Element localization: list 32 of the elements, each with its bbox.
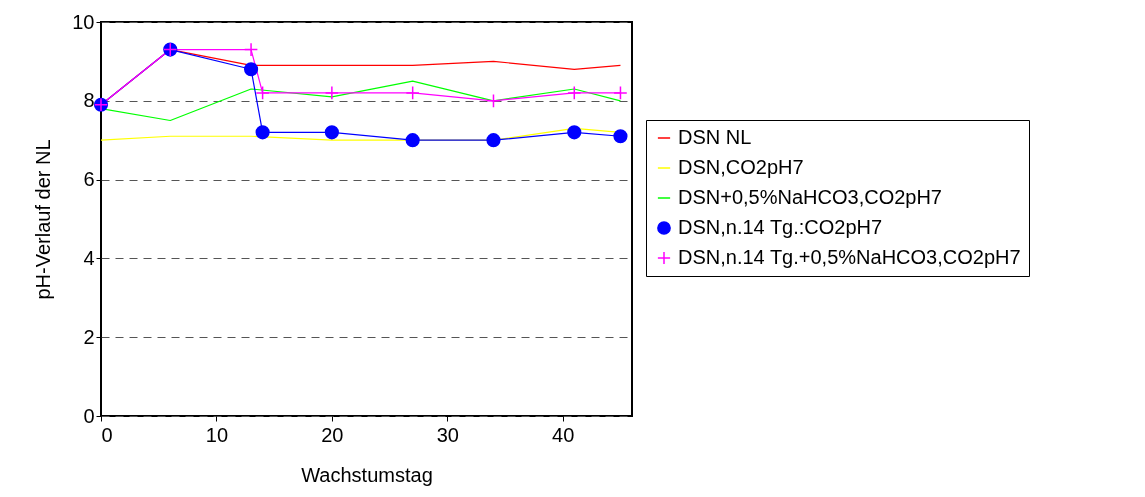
x-tick-label: 10 [205, 423, 229, 446]
y-tick-label: 0 [83, 404, 95, 427]
x-tick-label: 20 [321, 423, 344, 446]
y-axis-title: pH-Verlauf der NL [32, 139, 55, 300]
x-tick-label: 0 [101, 423, 113, 446]
point [567, 125, 582, 140]
point [255, 85, 270, 100]
y-tick-label: 2 [83, 325, 95, 348]
point [613, 129, 628, 144]
legend-label: DSN+0,5%NaHCO3,CO2pH7 [678, 186, 942, 208]
y-tick-label: 6 [83, 168, 95, 191]
point [613, 85, 628, 100]
legend-label: DSN,n.14 Tg.:CO2pH7 [678, 216, 883, 238]
legend-label: DSN,CO2pH7 [678, 156, 804, 178]
point [255, 125, 270, 140]
point [324, 125, 339, 140]
point [324, 85, 339, 100]
legend-label: DSN NL [678, 126, 752, 148]
point [405, 85, 420, 100]
y-tick-label: 4 [83, 246, 95, 269]
x-axis-title: Wachstumstag [301, 463, 433, 486]
point [567, 85, 582, 100]
point [486, 133, 501, 148]
point [405, 133, 420, 148]
point [243, 62, 259, 77]
y-tick-label: 8 [83, 89, 95, 112]
legend-label: DSN,n.14 Tg.+0,5%NaHCO3,CO2pH7 [678, 246, 1021, 268]
point [243, 42, 259, 57]
x-tick-label: 30 [436, 423, 459, 446]
y-tick-label: 10 [72, 10, 95, 33]
x-tick-label: 40 [552, 423, 575, 446]
point [486, 93, 501, 108]
